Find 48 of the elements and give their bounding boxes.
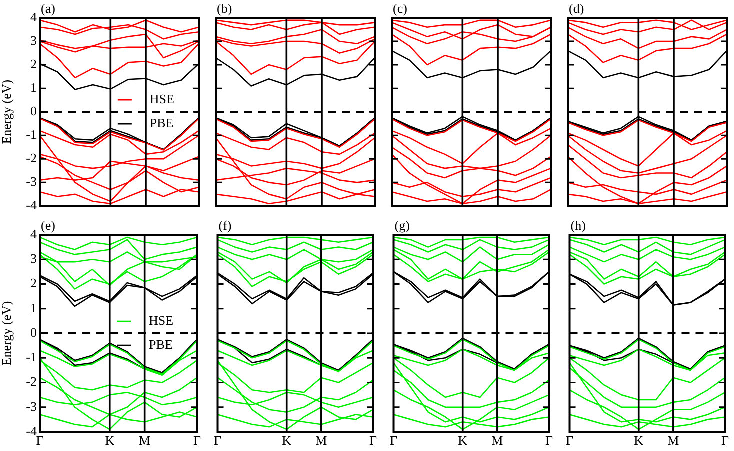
y-tick-label: 2 (30, 276, 37, 291)
x-tick-label: M (316, 433, 328, 448)
y-tick-label: -3 (26, 398, 37, 414)
x-tick-label: M (139, 433, 152, 448)
legend-label: PBE (150, 116, 174, 131)
x-tick-label: K (282, 433, 292, 448)
chart-title: (d) (569, 0, 584, 16)
legend-label: HSE (150, 92, 175, 107)
y-tick-label: -3 (26, 174, 37, 190)
y-tick-label: -1 (26, 127, 37, 142)
chart-title: (c) (393, 0, 408, 16)
y-tick-label: 4 (30, 226, 38, 242)
legend-label: PBE (149, 336, 173, 352)
x-tick-label: Γ (390, 433, 398, 448)
y-tick-label: -4 (26, 198, 38, 213)
y-axis-title: Energy (eV) (0, 80, 14, 144)
x-tick-label: K (634, 433, 644, 448)
x-tick-label: K (105, 433, 116, 448)
x-tick-label: Γ (193, 433, 202, 448)
x-tick-label: Γ (545, 433, 554, 448)
x-tick-label: Γ (369, 433, 378, 448)
legend-label: HSE (149, 312, 174, 328)
y-axis-title: Energy (eV) (0, 301, 14, 366)
chart-title: (b) (217, 0, 232, 16)
y-tick-label: -2 (26, 374, 37, 390)
y-tick-label: 0 (30, 324, 37, 340)
x-tick-label: M (492, 433, 504, 448)
chart-title: (e) (41, 218, 56, 233)
y-tick-label: 0 (30, 104, 37, 119)
x-tick-label: M (668, 433, 680, 448)
chart-title: (g) (394, 218, 410, 233)
chart-title: (f) (218, 218, 232, 233)
x-tick-label: Γ (721, 433, 730, 448)
y-tick-label: 1 (30, 300, 37, 316)
y-tick-label: 3 (30, 251, 37, 266)
y-tick-label: -1 (26, 350, 37, 365)
x-tick-label: Γ (214, 433, 222, 448)
chart-title: (a) (41, 0, 56, 16)
x-tick-label: Γ (566, 433, 574, 448)
x-tick-label: Γ (36, 433, 44, 448)
y-tick-label: 1 (30, 80, 37, 95)
y-tick-label: -2 (26, 150, 37, 166)
y-tick-label: -4 (26, 423, 38, 438)
y-tick-label: 2 (30, 56, 37, 72)
y-tick-label: 4 (30, 9, 38, 24)
chart-title: (h) (570, 218, 586, 233)
y-tick-label: 3 (30, 32, 37, 48)
x-tick-label: K (458, 433, 468, 448)
